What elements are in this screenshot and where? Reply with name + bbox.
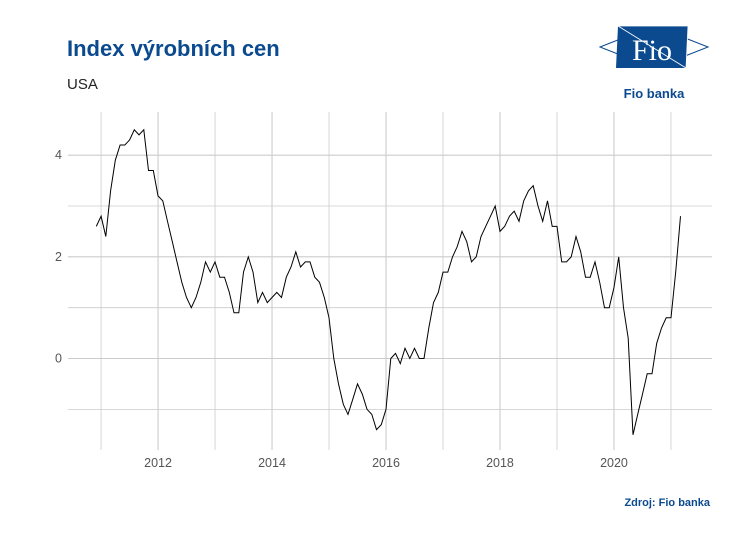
y-tick-label: 4 [55,148,62,162]
grid [68,112,712,450]
series-line [95,128,681,435]
x-tick-label: 2014 [258,456,286,470]
svg-text:Fio banka: Fio banka [624,86,685,101]
svg-text:Fio: Fio [632,34,672,67]
x-tick-label: 2018 [486,456,514,470]
chart-title: Index výrobních cen [67,36,280,61]
fio-banka-logo: Fio Fio banka [598,25,710,101]
x-tick-label: 2020 [600,456,628,470]
source-note: Zdroj: Fio banka [624,497,710,509]
axes: 0 2 4 2012 2014 2016 2018 2020 [55,148,628,470]
y-tick-label: 2 [55,250,62,264]
chart-subtitle: USA [67,76,98,93]
x-tick-label: 2012 [144,456,172,470]
x-tick-label: 2016 [372,456,400,470]
y-tick-label: 0 [55,352,62,366]
